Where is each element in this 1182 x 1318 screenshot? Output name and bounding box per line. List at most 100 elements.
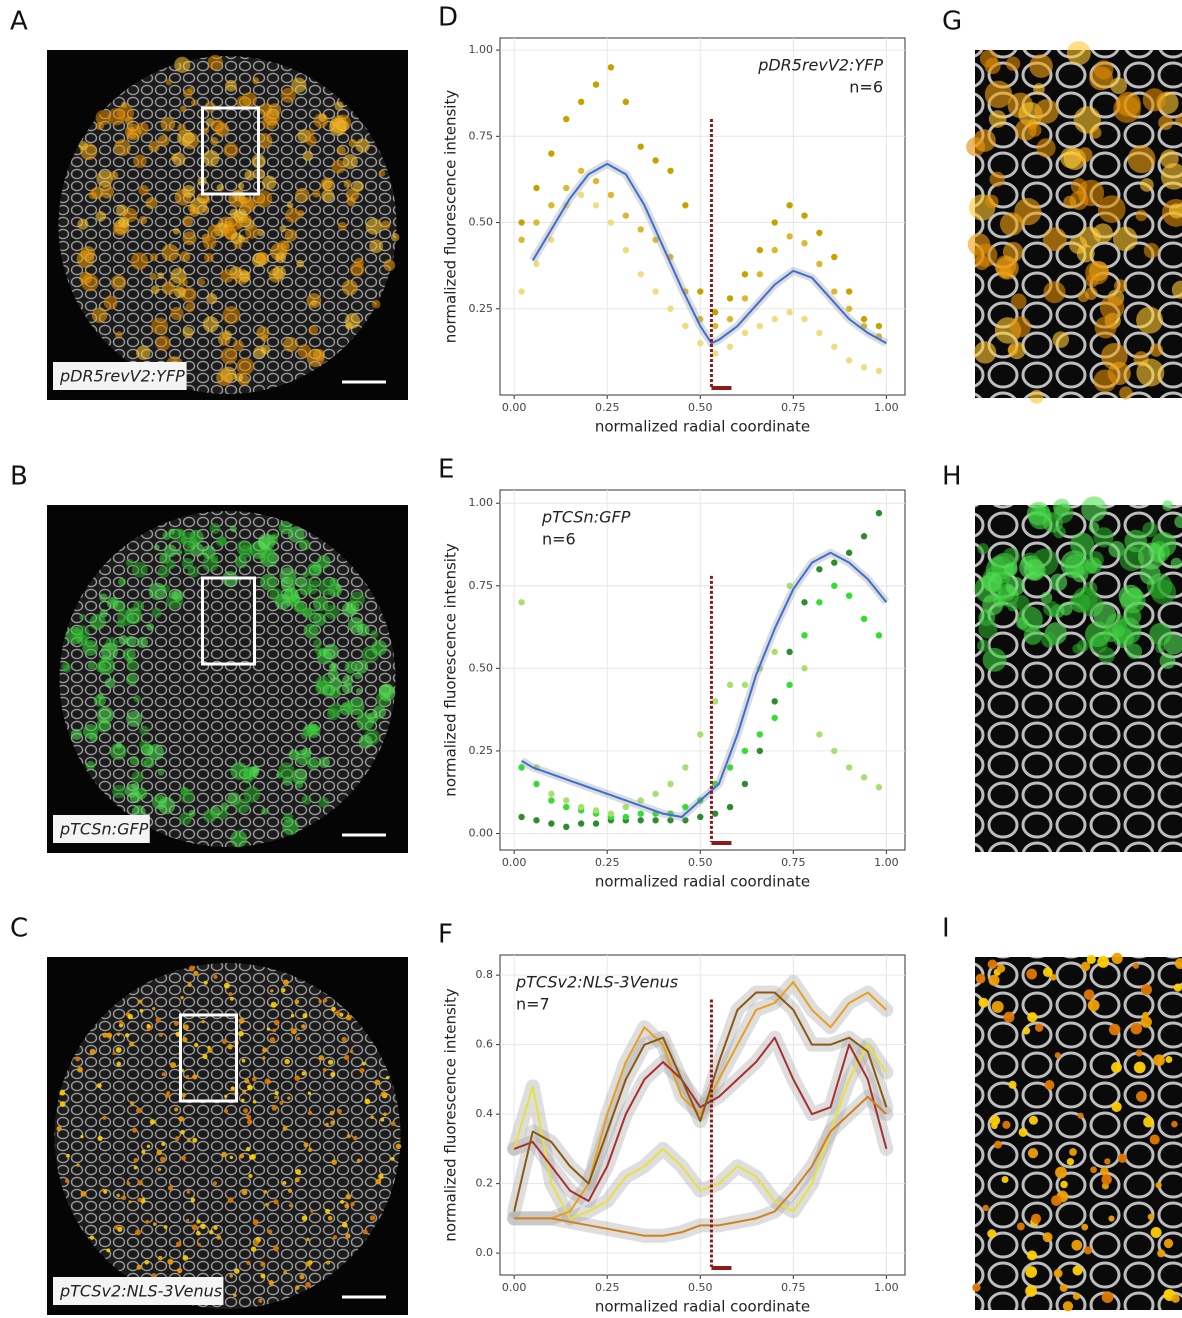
signal [1136, 359, 1164, 387]
point [727, 682, 733, 688]
signal [271, 1002, 277, 1008]
x-tick-label: 0.25 [595, 401, 620, 414]
signal [353, 1136, 358, 1141]
point [578, 820, 584, 826]
signal [1055, 1167, 1067, 1179]
point [697, 288, 703, 294]
signal [90, 614, 106, 630]
signal [183, 1024, 189, 1030]
signal [335, 1010, 340, 1015]
signal [977, 639, 989, 651]
signal [340, 1200, 344, 1204]
signal [126, 711, 142, 727]
signal [1035, 1023, 1043, 1031]
signal [176, 1241, 182, 1247]
point [593, 81, 599, 87]
signal [109, 171, 118, 180]
signal [313, 639, 322, 648]
point [876, 632, 882, 638]
signal [1003, 242, 1023, 262]
signal [296, 260, 304, 268]
signal [101, 655, 107, 661]
signal [180, 1130, 185, 1135]
signal [1148, 1214, 1154, 1220]
signal [1150, 343, 1163, 356]
signal [299, 583, 312, 596]
point [623, 99, 629, 105]
signal [247, 1119, 252, 1124]
point [638, 810, 644, 816]
signal [1073, 1293, 1080, 1300]
signal [1090, 1166, 1097, 1173]
signal [321, 177, 334, 190]
signal [203, 150, 219, 166]
signal [174, 1021, 179, 1026]
signal [1140, 178, 1154, 192]
signal [261, 1273, 266, 1278]
signal [231, 232, 243, 244]
signal [1081, 496, 1107, 522]
signal [182, 1037, 187, 1042]
point [757, 271, 763, 277]
signal [129, 1041, 134, 1046]
point [846, 550, 852, 556]
signal [152, 1273, 156, 1277]
signal [331, 1007, 336, 1012]
signal [208, 225, 221, 238]
signal [302, 795, 312, 805]
signal [139, 726, 149, 736]
point [518, 237, 524, 243]
signal [261, 345, 270, 354]
signal [1165, 1056, 1172, 1063]
signal [375, 1179, 381, 1185]
signal [261, 808, 268, 815]
signal [236, 357, 254, 375]
signal [225, 80, 237, 92]
signal [1014, 198, 1041, 225]
signal [302, 1013, 307, 1018]
signal [182, 327, 193, 338]
point [801, 599, 807, 605]
signal [295, 188, 309, 202]
signal [246, 1114, 251, 1119]
signal [272, 1105, 277, 1110]
signal [185, 1075, 189, 1079]
signal [307, 349, 325, 367]
signal [151, 318, 168, 335]
signal [344, 180, 352, 188]
x-tick-label: 0.25 [595, 1281, 620, 1294]
signal [223, 143, 238, 158]
point [533, 185, 539, 191]
signal [152, 1007, 155, 1010]
signal [203, 316, 219, 332]
signal [290, 1028, 294, 1032]
signal [1135, 1049, 1142, 1056]
signal [1164, 1289, 1173, 1298]
signal [1036, 138, 1055, 157]
signal [140, 1009, 144, 1013]
signal [295, 1177, 300, 1182]
signal [334, 101, 343, 110]
point [757, 731, 763, 737]
signal [180, 996, 183, 999]
signal [1113, 227, 1138, 252]
signal [148, 141, 159, 152]
signal [323, 644, 339, 660]
signal [180, 789, 194, 803]
signal [1141, 984, 1152, 995]
signal [202, 206, 209, 213]
signal [356, 688, 362, 694]
signal [150, 273, 157, 280]
signal [1102, 1291, 1114, 1303]
signal [252, 77, 259, 84]
signal [396, 1144, 402, 1150]
signal [157, 272, 164, 279]
signal [1043, 601, 1059, 617]
signal [176, 549, 182, 555]
signal [146, 197, 158, 209]
signal [283, 242, 289, 248]
signal [1071, 178, 1087, 194]
signal [89, 732, 98, 741]
point [861, 533, 867, 539]
signal [372, 300, 381, 309]
